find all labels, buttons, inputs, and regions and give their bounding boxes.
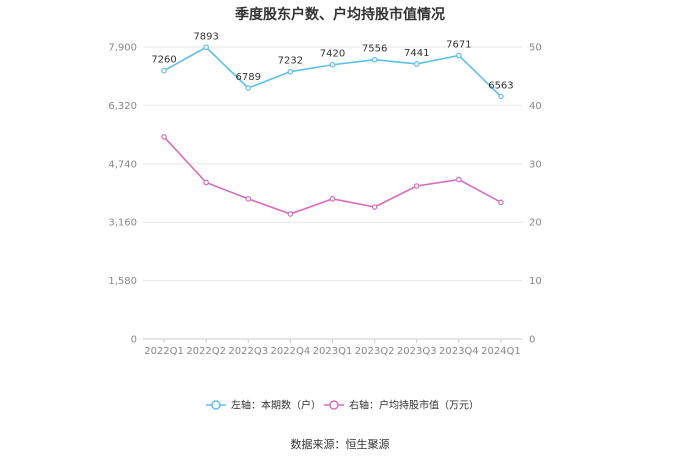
y-right-tick-label: 10 [529, 276, 542, 287]
data-point-2 [329, 196, 336, 202]
data-label: 7556 [362, 44, 387, 55]
y-left-tick-label: 1,580 [108, 276, 137, 287]
data-source: 数据来源：恒生聚源 [290, 438, 390, 451]
data-label: 6563 [488, 80, 513, 91]
data-point-2 [498, 199, 504, 206]
x-tick-label: 2023Q2 [355, 346, 395, 357]
data-point-2 [413, 183, 420, 189]
data-label: 7671 [446, 39, 471, 50]
y-right-tick-label: 0 [529, 335, 535, 346]
data-label: 6789 [236, 72, 261, 83]
data-point-2 [371, 204, 378, 210]
y-right-tick-label: 40 [529, 101, 542, 112]
legend-label-2: 右轴：户均持股市值（万元） [349, 399, 479, 412]
series-line-2 [163, 136, 502, 215]
data-point-2 [456, 176, 462, 183]
data-point-1 [161, 67, 167, 74]
data-point-1 [329, 61, 336, 68]
y-right-tick-label: 30 [529, 159, 542, 170]
data-point-2 [203, 179, 209, 186]
data-point-1 [245, 85, 252, 91]
data-point-2 [161, 134, 167, 140]
data-point-1 [456, 52, 462, 59]
x-tick-label: 2022Q4 [271, 346, 311, 357]
x-tick-label: 2022Q3 [228, 346, 268, 357]
chart-title: 季度股东户数、户均持股市值情况 [235, 7, 445, 23]
data-point-1 [413, 61, 420, 67]
legend-label-1: 左轴：本期数（户） [231, 399, 321, 412]
y-left-tick-label: 3,160 [108, 218, 137, 229]
data-point-1 [287, 68, 294, 75]
data-label: 7441 [404, 48, 429, 59]
data-point-2 [245, 196, 252, 202]
x-tick-label: 2023Q3 [397, 346, 437, 357]
data-point-1 [371, 56, 378, 63]
y-right-tick-label: 20 [529, 218, 542, 229]
x-tick-label: 2022Q2 [186, 346, 226, 357]
legend-marker-1 [211, 400, 221, 410]
y-left-tick-label: 4,740 [108, 159, 137, 170]
data-point-1 [203, 44, 209, 51]
y-left-tick-label: 0 [131, 335, 137, 346]
data-point-1 [498, 93, 504, 100]
x-tick-label: 2024Q1 [481, 346, 521, 357]
data-label: 7260 [151, 55, 176, 66]
y-left-tick-label: 6,320 [108, 101, 137, 112]
x-tick-label: 2023Q4 [439, 346, 479, 357]
data-label: 7232 [278, 56, 303, 67]
y-right-tick-label: 50 [529, 43, 542, 54]
legend-marker-2 [329, 400, 339, 410]
y-left-tick-label: 7,900 [108, 43, 137, 54]
data-point-2 [287, 211, 294, 217]
data-label: 7893 [193, 31, 218, 42]
x-tick-label: 2022Q1 [144, 346, 184, 357]
data-label: 7420 [320, 49, 345, 60]
x-tick-label: 2023Q1 [313, 346, 353, 357]
